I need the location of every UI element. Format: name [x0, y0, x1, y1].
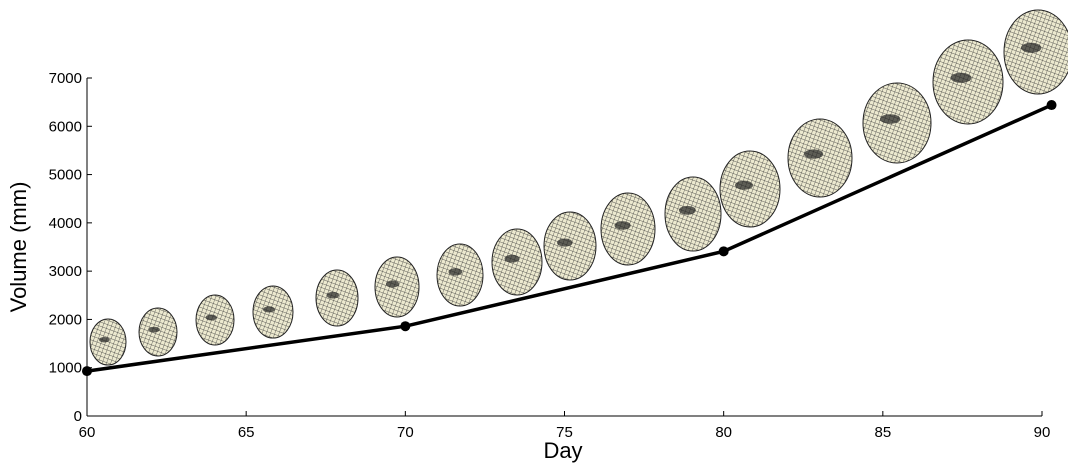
y-tick-label: 7000: [49, 70, 82, 87]
page: {"chart_data": {"type": "line", "x_label…: [0, 0, 1068, 470]
heart-mesh: [253, 286, 293, 338]
y-tick-label: 3000: [49, 263, 82, 280]
x-tick-label: 70: [397, 424, 414, 441]
mesh-shadow: [557, 239, 573, 247]
heart-mesh: [139, 308, 177, 356]
x-tick-label: 85: [874, 424, 891, 441]
x-tick-label: 80: [715, 424, 732, 441]
heart-mesh: [788, 119, 852, 197]
heart-mesh: [316, 270, 358, 326]
mesh-shadow: [99, 337, 110, 343]
y-tick-label: 2000: [49, 311, 82, 328]
y-tick-label: 6000: [49, 118, 82, 135]
mesh-shadow: [1021, 43, 1041, 53]
heart-mesh: [665, 177, 721, 251]
x-tick-label: 65: [238, 424, 255, 441]
mesh-shadow: [735, 181, 753, 190]
heart-meshes: [90, 10, 1068, 365]
heart-mesh: [601, 193, 655, 265]
mesh-shadow: [149, 327, 160, 333]
mesh-shadow: [386, 280, 399, 287]
data-point: [400, 321, 410, 331]
mesh-shadow: [449, 268, 463, 275]
data-point: [82, 366, 92, 376]
mesh-shadow: [263, 306, 275, 312]
y-tick-label: 4000: [49, 215, 82, 232]
heart-mesh: [933, 40, 1003, 124]
y-axis-title: Volume (mm): [6, 182, 31, 313]
heart-mesh: [720, 151, 780, 227]
mesh-shadow: [327, 292, 340, 299]
mesh-shadow: [206, 315, 217, 321]
mesh-shadow: [880, 114, 900, 124]
heart-mesh: [863, 83, 931, 163]
mesh-shadow: [804, 149, 823, 158]
mesh-shadow: [615, 221, 631, 230]
x-tick-label: 75: [556, 424, 573, 441]
data-point: [719, 246, 729, 256]
mesh-shadow: [679, 206, 696, 215]
data-point: [1047, 100, 1057, 110]
heart-mesh: [196, 295, 234, 345]
heart-mesh: [492, 229, 542, 295]
heart-mesh: [544, 212, 596, 280]
y-tick-label: 1000: [49, 360, 82, 377]
heart-mesh: [437, 244, 483, 306]
x-tick-label: 90: [1034, 424, 1051, 441]
chart: Day Volume (mm) 0 1000 2000 3000 4000 5000 600…: [0, 0, 1068, 470]
y-tick-label: 5000: [49, 167, 82, 184]
x-tick-label: 60: [79, 424, 96, 441]
mesh-shadow: [505, 255, 520, 263]
mesh-shadow: [951, 73, 972, 83]
heart-mesh: [375, 257, 419, 317]
y-tick-label: 0: [74, 408, 82, 425]
x-axis-title: Day: [543, 438, 582, 463]
heart-mesh: [90, 319, 126, 365]
